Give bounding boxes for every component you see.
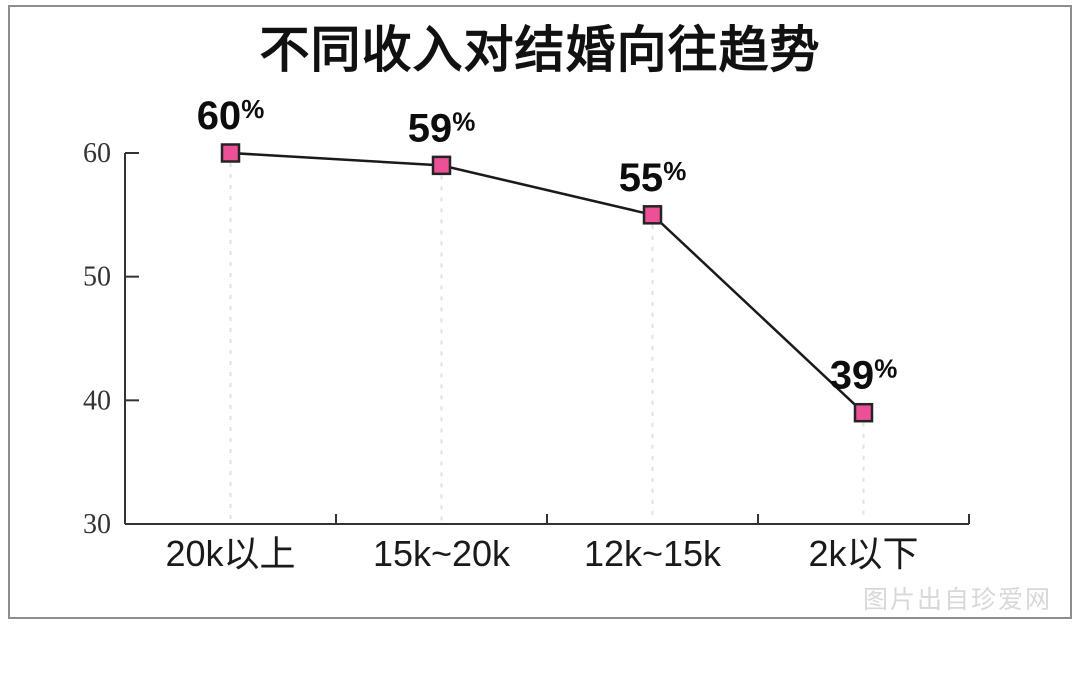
data-point-marker <box>853 402 874 423</box>
data-point-label: 59% <box>408 106 476 150</box>
data-point-label: 39% <box>830 354 898 398</box>
y-tick-label: 60 <box>83 138 111 169</box>
data-point-marker <box>642 205 663 225</box>
watermark-text: 图片出自珍爱网 <box>862 586 1052 614</box>
x-tick-label: 2k以下 <box>808 533 918 574</box>
data-line <box>230 151 865 414</box>
data-point-label: 55% <box>619 156 687 200</box>
x-tick-label: 12k~15k <box>584 533 722 574</box>
data-point-marker <box>431 155 452 176</box>
figure-frame <box>8 5 1072 619</box>
x-tick-label: 15k~20k <box>373 533 511 574</box>
y-tick-label: 30 <box>83 509 111 540</box>
y-tick-label: 50 <box>83 262 111 293</box>
data-point-label: 60% <box>197 94 265 138</box>
y-tick-label: 40 <box>83 385 111 416</box>
data-point-marker <box>220 143 241 163</box>
x-tick-label: 20k以上 <box>165 533 295 574</box>
chart-title: 不同收入对结婚向往趋势 <box>259 22 821 78</box>
